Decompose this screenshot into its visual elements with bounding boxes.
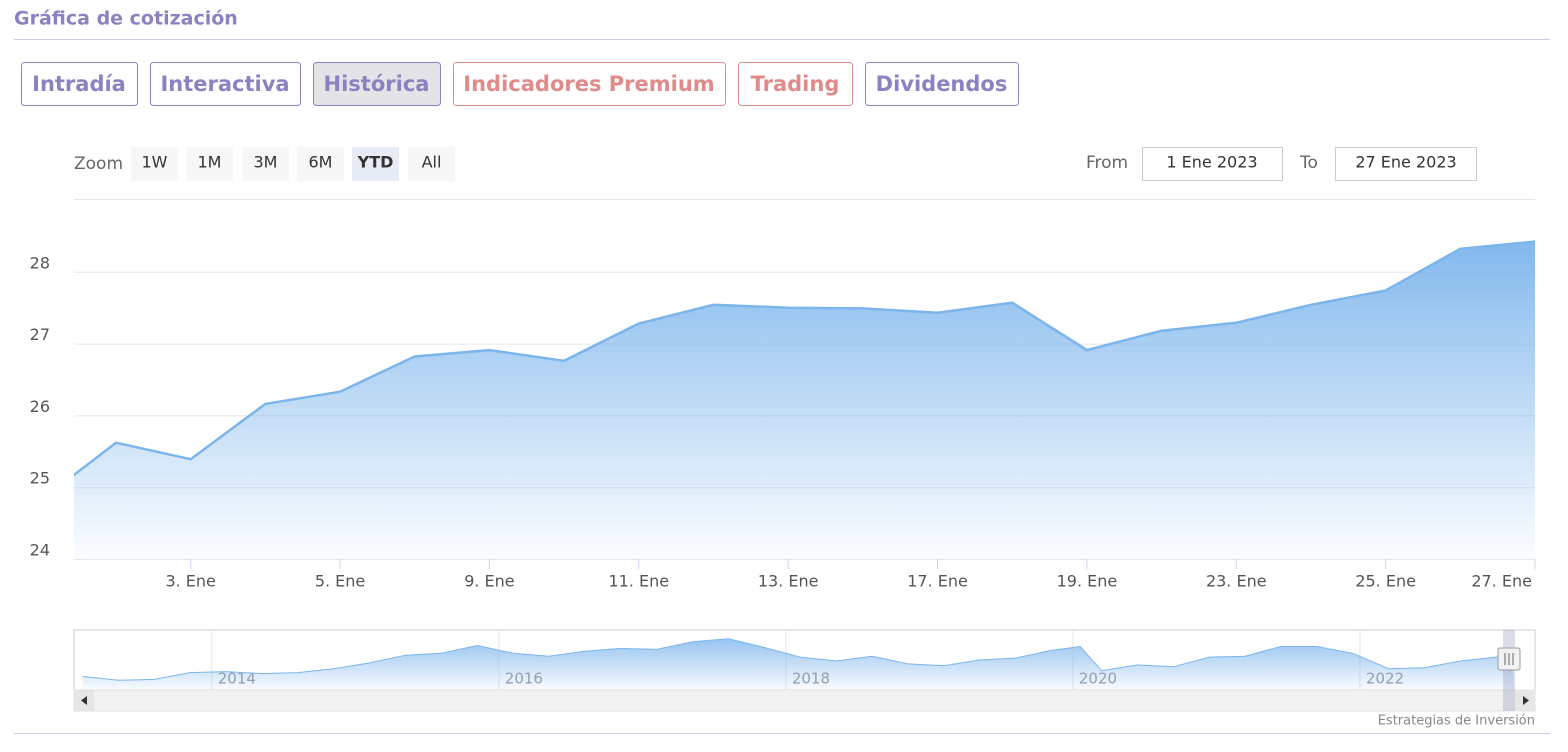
plot-area bbox=[74, 240, 1535, 559]
zoom-button-label: 1M bbox=[198, 153, 222, 172]
tab-button[interactable] bbox=[150, 62, 301, 106]
zoom-button-label: 6M bbox=[309, 153, 333, 172]
zoom-label: Zoom bbox=[74, 154, 123, 174]
arrow-left bbox=[81, 696, 87, 705]
tab-button[interactable] bbox=[21, 62, 138, 106]
page-title: Gráfica de cotización bbox=[14, 8, 238, 30]
to-label: To bbox=[1299, 153, 1318, 173]
y-tick-label: 27 bbox=[30, 325, 50, 344]
tab-label: Interactiva bbox=[160, 72, 289, 96]
tab-label: Trading bbox=[751, 72, 840, 96]
zoom-button[interactable] bbox=[131, 147, 178, 181]
x-tick-label: 3. Ene bbox=[165, 572, 215, 591]
tab-label: Intradía bbox=[32, 72, 126, 96]
navigator-line bbox=[82, 638, 1514, 681]
from-input[interactable] bbox=[1142, 147, 1283, 181]
navigator-series bbox=[82, 638, 1514, 690]
to-value: 27 Ene 2023 bbox=[1355, 153, 1456, 172]
zoom-button[interactable] bbox=[297, 147, 344, 181]
to-input[interactable] bbox=[1335, 147, 1477, 181]
scrollbar[interactable] bbox=[73, 689, 1536, 712]
tab-label: Indicadores Premium bbox=[463, 72, 714, 96]
y-tick-label: 25 bbox=[30, 469, 50, 488]
x-tick-label: 25. Ene bbox=[1355, 572, 1416, 591]
area-line bbox=[74, 240, 1535, 477]
handle-grip bbox=[1504, 653, 1514, 665]
tab-label: Histórica bbox=[324, 72, 430, 96]
zoom-button[interactable] bbox=[242, 147, 289, 181]
x-tick-label: 23. Ene bbox=[1206, 572, 1267, 591]
tab-label: Dividendos bbox=[876, 72, 1008, 96]
x-tick-label: 27. Ene bbox=[1471, 572, 1532, 591]
credit: Estrategias de Inversión bbox=[1378, 714, 1535, 729]
zoom-button[interactable] bbox=[352, 147, 399, 181]
y-tick-label: 24 bbox=[30, 541, 50, 560]
zoom-button[interactable] bbox=[408, 147, 455, 181]
tab-button[interactable] bbox=[738, 62, 853, 106]
tab-button[interactable] bbox=[453, 62, 726, 106]
zoom-button-label: 3M bbox=[254, 153, 278, 172]
y-tick-label: 28 bbox=[30, 253, 50, 272]
from-label: From bbox=[1086, 153, 1128, 173]
y-tick-label: 26 bbox=[30, 397, 50, 416]
x-tick-label: 19. Ene bbox=[1057, 572, 1118, 591]
area-fill bbox=[74, 241, 1535, 559]
x-tick-label: 9. Ene bbox=[464, 572, 514, 591]
tab-button[interactable] bbox=[865, 62, 1019, 106]
x-tick-label: 13. Ene bbox=[758, 572, 819, 591]
x-tick-label: 11. Ene bbox=[608, 572, 669, 591]
navigator-area bbox=[82, 638, 1514, 690]
zoom-button-label: YTD bbox=[357, 153, 394, 172]
tab-button[interactable] bbox=[313, 62, 441, 106]
zoom-button[interactable] bbox=[186, 147, 233, 181]
from-value: 1 Ene 2023 bbox=[1166, 153, 1257, 172]
x-tick-label: 17. Ene bbox=[907, 572, 968, 591]
zoom-button-label: 1W bbox=[142, 153, 168, 172]
zoom-button-label: All bbox=[422, 153, 442, 172]
x-tick-label: 5. Ene bbox=[315, 572, 365, 591]
arrow-right bbox=[1523, 696, 1529, 705]
